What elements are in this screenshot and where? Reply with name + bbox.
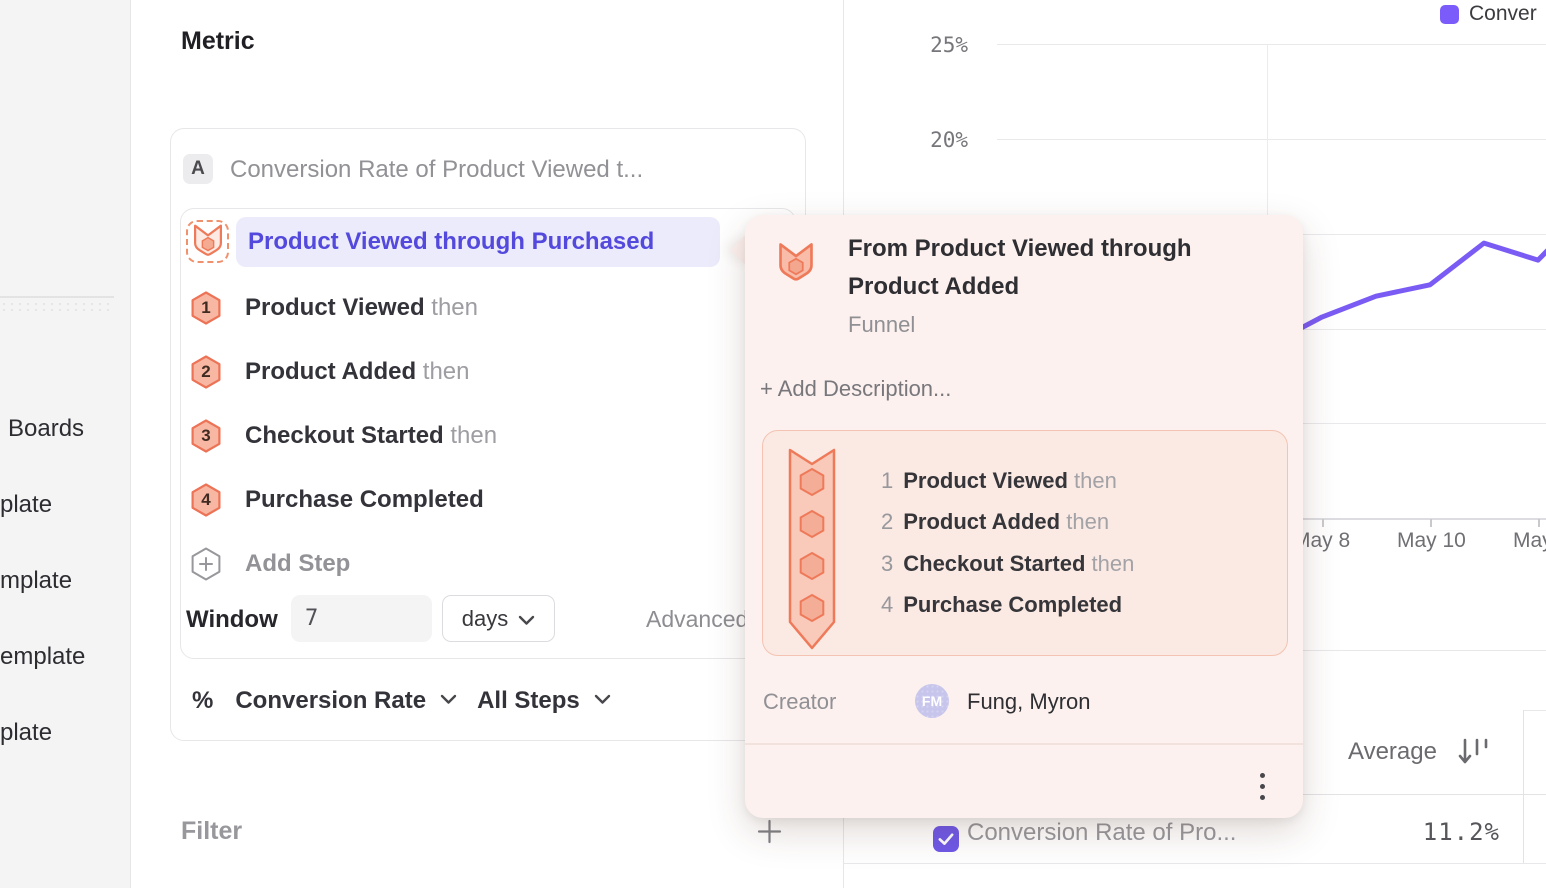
step-conjunction: then bbox=[450, 422, 498, 449]
checkmark-icon bbox=[938, 833, 954, 845]
funnel-icon bbox=[779, 243, 813, 281]
gridline-25pct bbox=[997, 44, 1546, 45]
filter-section-heading: Filter bbox=[181, 817, 243, 845]
step-number: 4 bbox=[201, 490, 211, 509]
chevron-down-icon[interactable] bbox=[594, 692, 611, 710]
kebab-menu-icon[interactable] bbox=[1248, 768, 1276, 804]
popover-funnel-card: 1 Product Viewed then 2 Product Added then… bbox=[762, 430, 1288, 656]
popover-type-label: Funnel bbox=[848, 312, 916, 337]
series-average-value: 11.2% bbox=[1422, 818, 1500, 846]
sort-descending-icon[interactable] bbox=[1456, 736, 1494, 770]
add-step-hexagon-icon bbox=[190, 547, 222, 588]
sidebar-dots-texture bbox=[0, 301, 114, 311]
sidebar-item-template-3[interactable]: emplate bbox=[0, 643, 86, 670]
add-step-label: Add Step bbox=[245, 550, 351, 577]
step-conjunction: then bbox=[431, 294, 478, 321]
average-column-header[interactable]: Average bbox=[1348, 738, 1437, 765]
x-axis-label-may12: May bbox=[1513, 529, 1546, 552]
popover-step-3: 3 Checkout Started then bbox=[881, 551, 1135, 576]
series-row-label: Conversion Rate of Pro... bbox=[967, 819, 1237, 846]
funnel-step-row-3[interactable]: 3 Checkout Started then bbox=[183, 417, 743, 457]
sidebar-item-template-2[interactable]: mplate bbox=[0, 567, 73, 594]
sidebar: Boards plate mplate emplate plate bbox=[0, 0, 131, 888]
x-axis-label-may8: May 8 bbox=[1293, 529, 1351, 552]
conversion-line-chart bbox=[1265, 240, 1546, 348]
sidebar-item-template-1[interactable]: plate bbox=[0, 491, 53, 518]
x-tick-may8 bbox=[1322, 519, 1324, 527]
step-event-name[interactable]: Checkout Started bbox=[245, 422, 444, 449]
funnel-icon bbox=[192, 222, 224, 262]
metric-title[interactable]: Conversion Rate of Product Viewed t... bbox=[230, 156, 644, 183]
step-3-hexagon-icon bbox=[190, 419, 222, 460]
popover-step-4: 4 Purchase Completed bbox=[881, 592, 1123, 617]
chevron-down-icon bbox=[518, 606, 535, 632]
creator-name: Fung, Myron bbox=[967, 689, 1091, 714]
funnel-ribbon-icon bbox=[788, 448, 836, 650]
metric-letter-badge: A bbox=[183, 154, 213, 184]
conversion-line bbox=[1265, 240, 1546, 348]
step-event-name[interactable]: Purchase Completed bbox=[245, 486, 484, 513]
selected-event-row[interactable] bbox=[236, 217, 720, 267]
sidebar-divider bbox=[0, 296, 114, 298]
popover-step-2: 2 Product Added then bbox=[881, 509, 1110, 534]
step-4-hexagon-icon bbox=[190, 483, 222, 524]
window-label: Window bbox=[186, 606, 278, 633]
legend-label: Conver bbox=[1469, 2, 1537, 25]
funnel-event-icon-box[interactable] bbox=[186, 220, 229, 263]
window-unit-select[interactable]: days bbox=[442, 595, 555, 642]
popover-title: From Product Viewed through Product Adde… bbox=[848, 235, 1192, 300]
step-conjunction: then bbox=[422, 358, 470, 385]
step-number: 3 bbox=[201, 426, 211, 445]
window-value-input[interactable]: 7 bbox=[291, 595, 432, 642]
add-filter-button[interactable] bbox=[756, 818, 783, 845]
step-1-hexagon-icon bbox=[190, 291, 222, 332]
table-column-top-border bbox=[1523, 710, 1546, 711]
window-unit-value: days bbox=[461, 605, 509, 631]
steps-scope-dropdown[interactable]: All Steps bbox=[477, 687, 580, 714]
legend-swatch-icon bbox=[1440, 4, 1459, 24]
funnel-step-row-1[interactable]: 1 Product Viewed then bbox=[183, 289, 743, 329]
step-event-name[interactable]: Product Added bbox=[245, 358, 417, 385]
add-step-button[interactable]: Add Step bbox=[183, 545, 743, 585]
sidebar-item-template-4[interactable]: plate bbox=[0, 719, 53, 746]
table-row-divider bbox=[844, 863, 1546, 864]
percent-sign: % bbox=[192, 687, 214, 714]
chevron-down-icon[interactable] bbox=[440, 692, 457, 710]
step-2-hexagon-icon bbox=[190, 355, 222, 396]
measure-dropdown[interactable]: Conversion Rate bbox=[235, 687, 427, 714]
step-number: 1 bbox=[201, 298, 211, 317]
series-checkbox[interactable] bbox=[933, 826, 959, 852]
x-tick-may12 bbox=[1538, 519, 1540, 527]
popover-step-1: 1 Product Viewed then bbox=[881, 468, 1117, 493]
sidebar-item-boards[interactable]: Boards bbox=[8, 415, 85, 442]
funnel-step-row-4[interactable]: 4 Purchase Completed bbox=[183, 481, 743, 521]
creator-avatar: FM bbox=[915, 684, 949, 718]
selected-event-label[interactable]: Product Viewed through Purchased bbox=[248, 228, 655, 255]
advanced-link[interactable]: Advanced bbox=[646, 606, 749, 632]
gridline-20pct bbox=[997, 139, 1546, 140]
add-description-link[interactable]: + Add Description... bbox=[760, 376, 952, 401]
x-tick-may10 bbox=[1430, 519, 1432, 527]
measurement-row: % Conversion Rate All Steps bbox=[192, 687, 611, 715]
step-event-name[interactable]: Product Viewed bbox=[245, 294, 425, 321]
step-number: 2 bbox=[201, 362, 211, 381]
funnel-step-row-2[interactable]: 2 Product Added then bbox=[183, 353, 743, 393]
funnel-definition-card bbox=[180, 208, 796, 659]
x-axis-label-may10: May 10 bbox=[1397, 529, 1466, 552]
y-axis-tick-25: 25% bbox=[930, 33, 968, 57]
metric-section-heading: Metric bbox=[181, 27, 255, 55]
y-axis-tick-20: 20% bbox=[930, 128, 968, 152]
chart-legend[interactable]: Conver bbox=[1440, 2, 1537, 26]
popover-footer-divider bbox=[745, 743, 1303, 745]
table-column-divider bbox=[1523, 710, 1524, 863]
creator-label: Creator bbox=[763, 689, 837, 714]
